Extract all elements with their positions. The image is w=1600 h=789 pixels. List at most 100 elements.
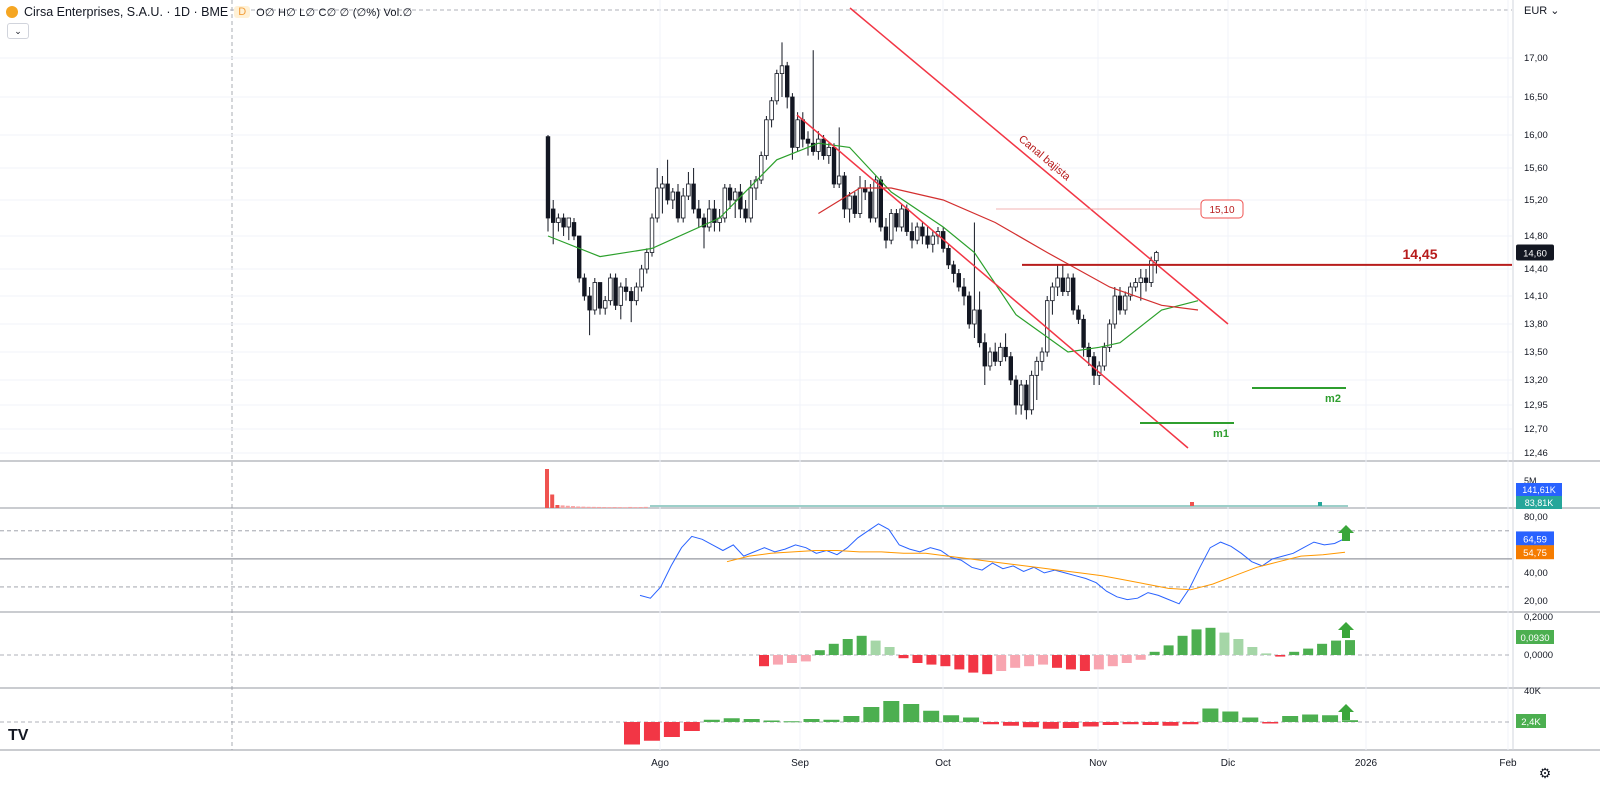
histogram-bar-negative: [1135, 655, 1146, 660]
candle-down: [831, 146, 837, 185]
vosc-bar-negative: [663, 722, 680, 737]
vosc-bar-positive: [703, 719, 720, 722]
y-tick-label: 40,00: [1524, 568, 1548, 579]
volume-bar: [628, 506, 633, 508]
volume-bar: [1318, 502, 1322, 506]
gear-icon[interactable]: ⚙: [1538, 765, 1552, 781]
candle-up: [1034, 360, 1039, 376]
last-price-tag: [1516, 244, 1554, 261]
histogram-bar-negative: [968, 655, 979, 673]
last-price-label: 14,60: [1523, 249, 1547, 260]
candle-up: [1154, 252, 1159, 262]
vosc-bar-positive: [963, 717, 980, 722]
vosc-tag-label: 2,4K: [1521, 717, 1541, 728]
candle-down: [675, 191, 681, 219]
histogram-bar-positive: [1289, 651, 1300, 655]
vosc-bar-positive: [1302, 714, 1319, 722]
vosc-bar-negative: [1122, 722, 1139, 725]
y-tick-label: 12,70: [1524, 424, 1548, 435]
candle-up: [769, 100, 774, 121]
resistance-label: 14,45: [1402, 246, 1437, 262]
histogram-bar-positive: [1163, 645, 1174, 655]
vosc-bar-positive: [943, 715, 960, 722]
vosc-bar-negative: [1062, 722, 1079, 728]
candle-down: [852, 195, 857, 214]
histogram-bar-negative: [1024, 655, 1035, 667]
candle-up: [1019, 384, 1024, 406]
y-tick-label: 14,10: [1524, 291, 1548, 302]
volume-bar: [617, 507, 622, 508]
volume-tag-label: 83,81K: [1525, 498, 1554, 508]
volume-bar: [1190, 502, 1194, 506]
candle-up: [686, 183, 691, 197]
volume-bar: [576, 506, 581, 508]
candle-down: [1013, 379, 1019, 406]
candle-down: [1117, 295, 1123, 311]
candle-up: [1112, 295, 1117, 325]
price-box: [1200, 199, 1244, 219]
vosc-bar-negative: [983, 722, 999, 725]
candle-down: [790, 96, 795, 148]
histogram-bar-negative: [786, 655, 797, 663]
histogram-bar-negative: [1275, 655, 1286, 657]
symbol-title[interactable]: Cirsa Enterprises, S.A.U. · 1D · BME: [24, 5, 229, 19]
volume-bar: [623, 507, 627, 508]
vosc-bar-positive: [823, 719, 840, 722]
y-tick-label: 13,50: [1524, 347, 1548, 358]
vosc-bar-negative: [1162, 722, 1179, 726]
interval-badge[interactable]: D: [234, 6, 251, 18]
candle-up: [1128, 286, 1133, 297]
candle-up: [603, 300, 608, 309]
volume-tag-label: 141,61K: [1522, 485, 1556, 495]
y-tick-label: 13,80: [1524, 319, 1548, 330]
volume-bar: [586, 506, 591, 508]
volume-bar: [560, 505, 565, 508]
candle-up: [1138, 277, 1143, 283]
volume-bar: [550, 494, 555, 508]
volume-bar: [633, 507, 638, 508]
histogram-bar-negative: [1038, 655, 1049, 665]
candle-down: [587, 295, 592, 311]
rsi-ma-tag-label: 54,75: [1523, 548, 1547, 559]
vosc-bar-positive: [1222, 711, 1239, 722]
candle-up: [1039, 351, 1045, 362]
candle-up: [644, 252, 649, 270]
candle-down: [800, 119, 805, 140]
histogram-bar-positive: [1219, 632, 1230, 655]
candle-down: [597, 282, 603, 309]
x-tick-label: 2026: [1355, 758, 1378, 769]
volume-bar: [565, 505, 570, 508]
candle-down: [613, 277, 618, 306]
candle-down: [977, 309, 982, 344]
vosc-bar-negative: [1022, 722, 1039, 728]
vosc-bar-positive: [923, 710, 940, 722]
up-arrow-icon: [1338, 622, 1354, 638]
y-tick-label: 20,00: [1524, 596, 1548, 607]
candle-down: [743, 208, 748, 219]
candle-down: [785, 65, 790, 98]
candle-down: [582, 277, 587, 297]
candle-up: [707, 208, 712, 228]
candle-down: [561, 217, 566, 228]
candle-up: [733, 191, 738, 201]
candle-up: [915, 226, 920, 241]
osc-tag-bg: [1516, 630, 1554, 644]
vosc-bar-negative: [1142, 722, 1159, 725]
volume-bar: [597, 506, 601, 508]
candle-down: [805, 138, 811, 144]
y-tick-label: 80,00: [1524, 512, 1548, 523]
candle-up: [795, 119, 800, 148]
histogram-bar-positive: [1247, 647, 1258, 655]
rsi-tag-label: 64,59: [1523, 534, 1547, 545]
candle-up: [639, 268, 644, 288]
currency-button[interactable]: EUR ⌄: [1524, 5, 1560, 17]
chevron-down-icon[interactable]: ⌄: [7, 23, 29, 39]
y-tick-label: 0,2000: [1524, 612, 1553, 623]
tradingview-logo[interactable]: TV: [8, 727, 29, 744]
y-tick-label: 16,00: [1524, 130, 1548, 141]
candle-up: [748, 187, 753, 219]
histogram-bar-negative: [1052, 655, 1062, 668]
vosc-bar-positive: [1342, 720, 1358, 722]
candle-up: [660, 183, 665, 189]
